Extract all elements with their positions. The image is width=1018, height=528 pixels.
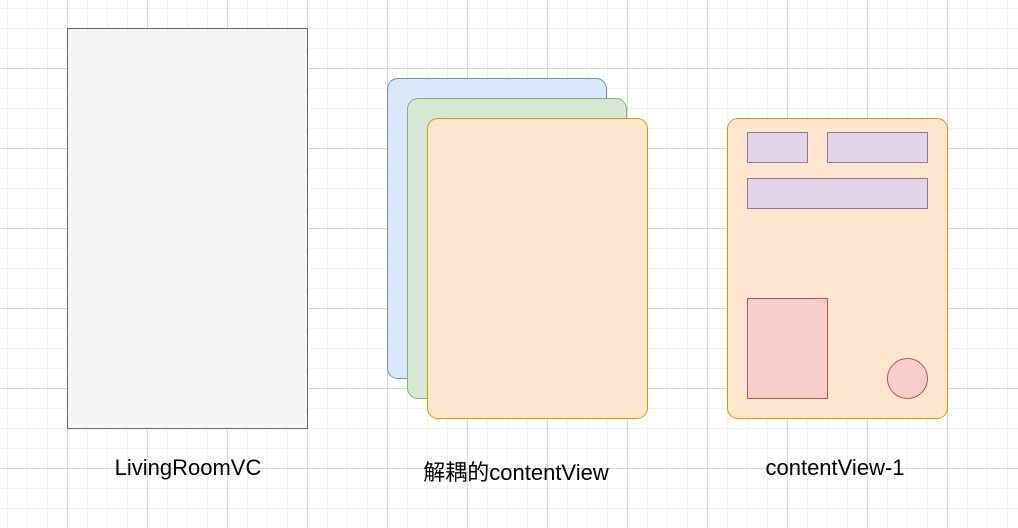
content-view-card-orange[interactable] xyxy=(427,118,648,419)
subview-full-width-purple[interactable] xyxy=(747,178,928,209)
content-view-1-label: contentView-1 xyxy=(765,455,905,480)
subview-red-circle[interactable] xyxy=(887,358,928,399)
living-room-vc-box[interactable] xyxy=(67,28,308,429)
subview-red-rectangle[interactable] xyxy=(747,298,828,399)
subview-wide-purple[interactable] xyxy=(827,132,928,163)
subview-small-purple[interactable] xyxy=(747,132,808,163)
decoupled-content-view-label: 解耦的contentView xyxy=(423,460,609,485)
living-room-vc-label: LivingRoomVC xyxy=(114,455,262,480)
